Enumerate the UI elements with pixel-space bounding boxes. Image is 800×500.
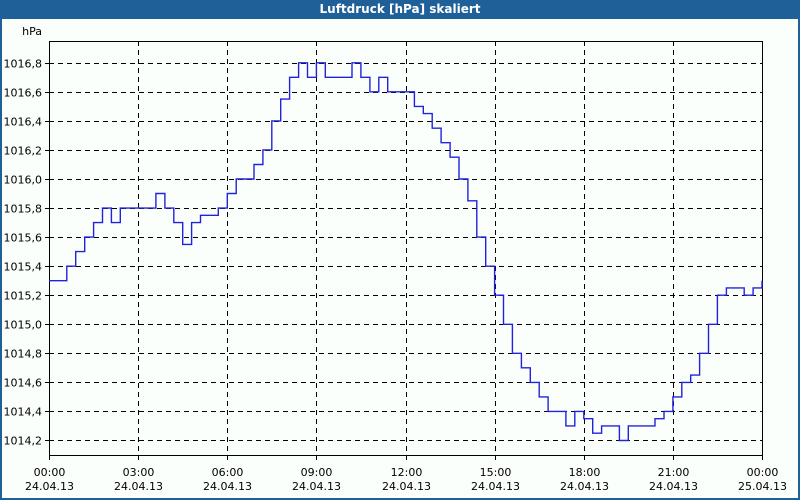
data-line bbox=[49, 62, 763, 442]
y-tick-label: 1015,2 bbox=[4, 290, 43, 303]
window-title-text: Luftdruck [hPa] skaliert bbox=[319, 2, 481, 16]
y-tick-label: 1014,8 bbox=[4, 348, 43, 361]
x-tick-date-label: 24.04.13 bbox=[114, 480, 163, 493]
y-tick-label: 1014,4 bbox=[4, 406, 43, 419]
y-axis-labels: 1014,2 1014,4 1014,6 1014,8 1015,0 1015,2 1015… bbox=[4, 58, 43, 448]
y-tick-label: 1016,8 bbox=[4, 58, 43, 71]
x-tick-date-label: 24.04.13 bbox=[25, 480, 74, 493]
pressure-line-chart: 1014,2 1014,4 1014,6 1014,8 1015,0 1015,2 1015… bbox=[4, 25, 787, 493]
y-tick-label: 1015,8 bbox=[4, 203, 43, 216]
y-tick-label: 1014,2 bbox=[4, 435, 43, 448]
y-tick-label: 1015,4 bbox=[4, 261, 43, 274]
axis-ticks bbox=[45, 63, 763, 460]
x-tick-time-label: 06:00 bbox=[212, 466, 244, 479]
chart-canvas: 1014,2 1014,4 1014,6 1014,8 1015,0 1015,2 1015… bbox=[0, 19, 800, 500]
x-tick-time-label: 12:00 bbox=[391, 466, 423, 479]
y-axis-unit-label: hPa bbox=[22, 25, 42, 38]
x-tick-time-label: 00:00 bbox=[34, 466, 66, 479]
y-tick-label: 1016,6 bbox=[4, 87, 43, 100]
x-tick-date-label: 24.04.13 bbox=[382, 480, 431, 493]
grid-lines bbox=[49, 41, 762, 455]
x-tick-date-label: 24.04.13 bbox=[471, 480, 520, 493]
x-tick-time-label: 00:00 bbox=[747, 466, 779, 479]
x-tick-date-label: 24.04.13 bbox=[649, 480, 698, 493]
y-tick-label: 1015,0 bbox=[4, 319, 43, 332]
y-axis-unit: hPa bbox=[22, 25, 42, 38]
y-tick-label: 1016,0 bbox=[4, 174, 43, 187]
x-tick-date-label: 24.04.13 bbox=[292, 480, 341, 493]
window-title-bar: Luftdruck [hPa] skaliert bbox=[0, 0, 800, 19]
x-tick-time-label: 15:00 bbox=[480, 466, 512, 479]
x-tick-date-label: 24.04.13 bbox=[560, 480, 609, 493]
y-tick-label: 1016,4 bbox=[4, 116, 43, 129]
data-series-layer bbox=[49, 62, 763, 442]
x-axis-labels: 00:0024.04.1303:0024.04.1306:0024.04.130… bbox=[25, 466, 787, 493]
y-tick-label: 1014,6 bbox=[4, 377, 43, 390]
x-tick-time-label: 18:00 bbox=[569, 466, 601, 479]
y-tick-label: 1015,6 bbox=[4, 232, 43, 245]
x-tick-date-label: 25.04.13 bbox=[738, 480, 787, 493]
x-tick-date-label: 24.04.13 bbox=[203, 480, 252, 493]
x-tick-time-label: 21:00 bbox=[658, 466, 690, 479]
x-tick-time-label: 09:00 bbox=[301, 466, 333, 479]
x-tick-time-label: 03:00 bbox=[123, 466, 155, 479]
y-tick-label: 1016,2 bbox=[4, 145, 43, 158]
